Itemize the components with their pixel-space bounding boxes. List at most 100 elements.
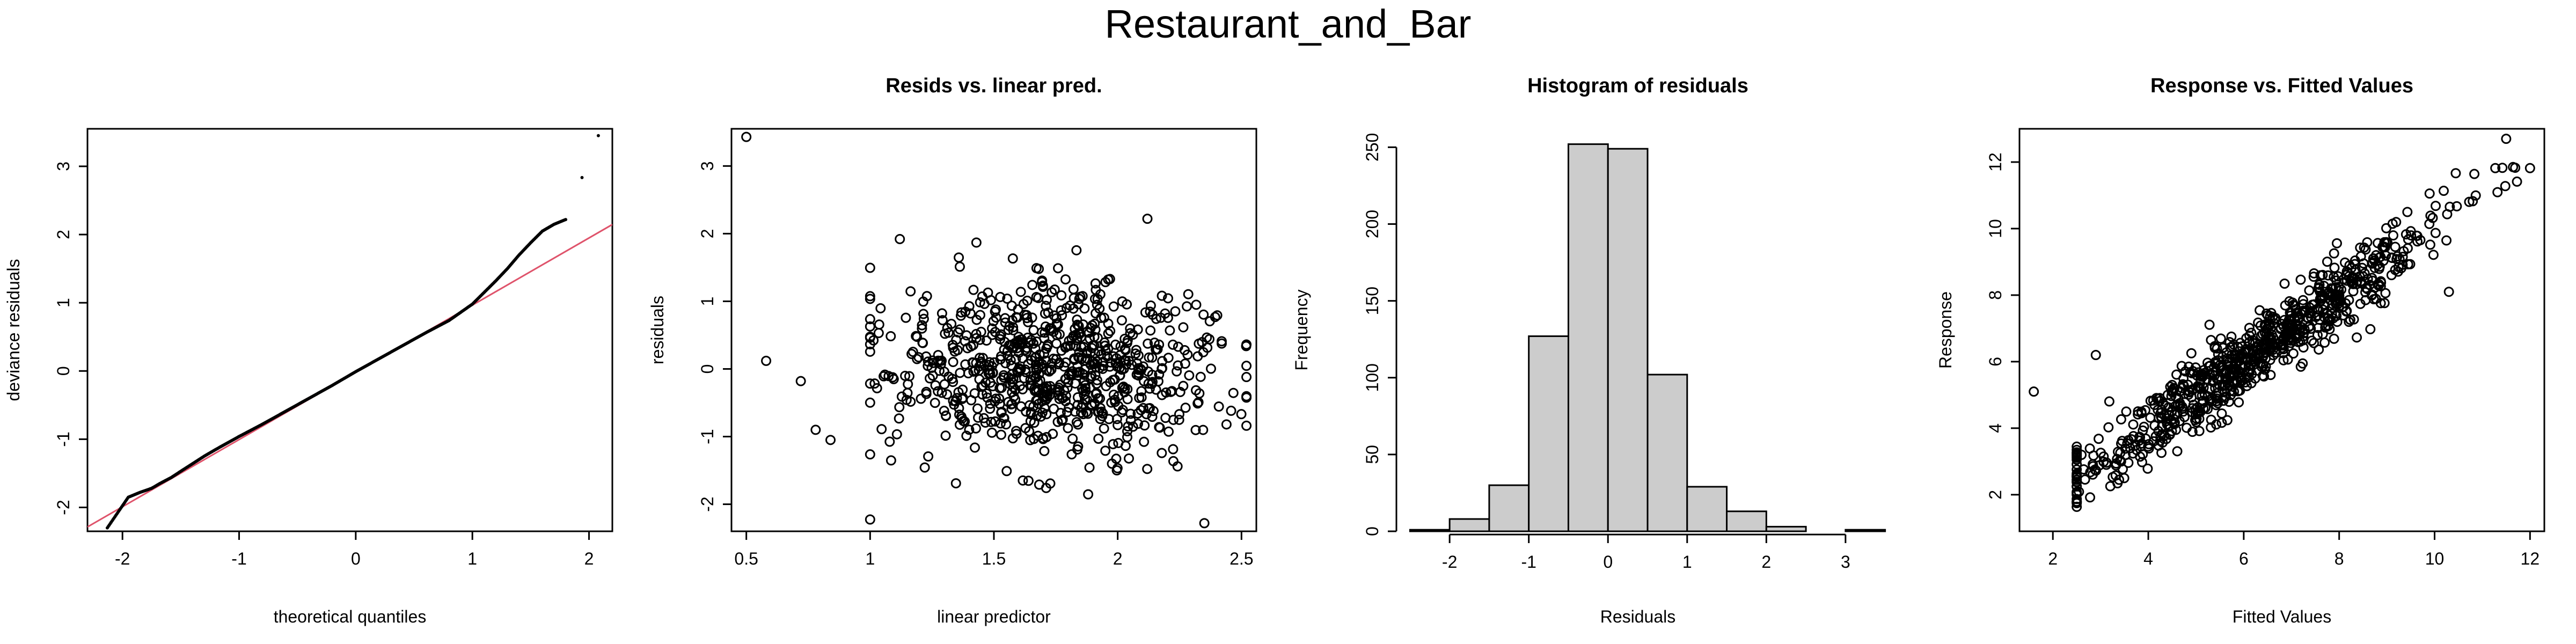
response-vs-fitted-point (2345, 314, 2355, 325)
resids-vs-linear-pred-point (865, 294, 875, 304)
qq-plot-frame (86, 128, 613, 532)
response-vs-fitted-point (2355, 276, 2366, 287)
response-vs-fitted-point (2340, 257, 2351, 268)
response-vs-fitted-point (2084, 443, 2095, 454)
response-vs-fitted-point (2279, 279, 2290, 289)
resids-vs-linear-pred-point (1111, 453, 1122, 464)
resids-vs-linear-pred-point (981, 335, 992, 346)
qq-plot-y-tick-label: 0 (54, 366, 73, 376)
resids-vs-linear-pred-point (1039, 445, 1050, 456)
resids-vs-linear-pred-point (1033, 362, 1044, 373)
response-vs-fitted-point (2292, 324, 2302, 334)
resids-vs-linear-pred-point (978, 413, 989, 423)
response-vs-fitted-point (2191, 417, 2201, 428)
response-vs-fitted-ylabel: Response (1936, 291, 1955, 369)
resids-vs-linear-pred-point (1048, 428, 1058, 439)
resids-vs-linear-pred-point (1226, 405, 1236, 416)
resids-vs-linear-pred-point (1122, 384, 1133, 394)
resids-vs-linear-pred-point (1005, 379, 1016, 390)
histogram-bar (1726, 510, 1767, 532)
response-vs-fitted-point (2464, 196, 2475, 207)
resids-vs-linear-pred-point (1139, 420, 1150, 431)
qq-plot-y-tick-label: 1 (54, 298, 73, 308)
resids-vs-linear-pred-point (795, 376, 806, 386)
resids-vs-linear-pred-point (1046, 358, 1057, 369)
response-vs-fitted-point (2424, 188, 2435, 199)
resids-vs-linear-pred-point (942, 389, 953, 400)
qq-plot-ylabel: deviance residuals (4, 259, 23, 401)
resids-vs-linear-pred-point (1089, 398, 1100, 409)
resids-vs-linear-pred-marks (741, 131, 1252, 529)
response-vs-fitted-point (2329, 333, 2339, 344)
resids-vs-linear-pred-point (885, 455, 896, 466)
resids-vs-linear-pred-point (996, 375, 1007, 385)
resids-vs-linear-pred-point (1057, 310, 1067, 321)
resids-vs-linear-pred-point (1023, 475, 1034, 486)
resids-vs-linear-pred-point (955, 368, 965, 378)
response-vs-fitted-point (2443, 287, 2454, 297)
resids-vs-linear-pred-point (1018, 475, 1028, 486)
resids-vs-linear-pred-point (1017, 384, 1028, 394)
response-vs-fitted-point (2362, 237, 2373, 247)
histogram-x-tick-label: -1 (1521, 552, 1536, 572)
resids-vs-linear-pred-point (1145, 300, 1156, 311)
resids-vs-linear-pred-point (1057, 392, 1067, 403)
histogram-bar (1765, 525, 1807, 532)
resids-vs-linear-pred-point (1138, 402, 1148, 413)
response-vs-fitted-point (2173, 393, 2184, 404)
resids-vs-linear-pred-point (1117, 296, 1128, 307)
response-vs-fitted-point (2204, 319, 2215, 330)
resids-vs-linear-pred-point (1039, 348, 1050, 359)
response-vs-fitted-point (2390, 241, 2401, 252)
resids-vs-linear-pred-point (1178, 380, 1189, 391)
qq-plot-ticks: -2 -1 0 1 2 -2 -1 0 1 2 3 (54, 162, 594, 568)
resids-vs-linear-pred-point (1162, 293, 1173, 304)
resids-vs-linear-pred-point (1133, 368, 1144, 378)
resids-vs-linear-pred-point (1027, 280, 1038, 290)
response-vs-fitted-y-tick-label: 12 (1986, 152, 2005, 172)
resids-vs-linear-pred-point (1120, 441, 1131, 451)
response-vs-fitted-point (2401, 229, 2411, 240)
response-vs-fitted-point (2490, 163, 2501, 173)
resids-vs-linear-pred-point (933, 386, 943, 397)
resids-vs-linear-pred-point (1143, 338, 1153, 349)
response-vs-fitted-point (2387, 218, 2398, 229)
resids-vs-linear-pred-point (1134, 393, 1145, 404)
response-vs-fitted-point (2096, 448, 2106, 458)
resids-vs-linear-pred-point (1099, 423, 1109, 434)
response-vs-fitted-point (2184, 387, 2195, 398)
response-vs-fitted-point (2354, 271, 2365, 282)
resids-vs-linear-pred-point (955, 310, 966, 321)
resids-vs-linear-pred-point (905, 286, 916, 297)
histogram-x-tick-label: 1 (1682, 552, 1692, 572)
response-vs-fitted-point (2169, 383, 2179, 393)
response-vs-fitted-point (2360, 295, 2371, 305)
resids-vs-linear-pred-point (1130, 348, 1141, 359)
response-vs-fitted-x-tick-label: 6 (2239, 549, 2249, 568)
response-vs-fitted-point (2172, 408, 2183, 419)
resids-vs-linear-pred-point (1182, 301, 1192, 312)
resids-vs-linear-pred-point (1070, 406, 1080, 417)
resids-vs-linear-pred-point (1021, 346, 1032, 357)
resids-vs-linear-pred-point (1241, 391, 1252, 401)
response-vs-fitted-point (2206, 335, 2216, 346)
response-vs-fitted-point (2072, 449, 2082, 460)
response-vs-fitted-point (2143, 443, 2154, 454)
qq-plot-x-tick-label: -2 (115, 549, 130, 568)
response-vs-fitted-point (2094, 434, 2104, 444)
resids-vs-linear-pred-point (1030, 371, 1041, 382)
resids-vs-linear-pred-point (761, 355, 772, 366)
resids-vs-linear-pred-point (1031, 364, 1042, 375)
response-vs-fitted-point (2213, 387, 2224, 398)
response-vs-fitted-point (2451, 201, 2462, 211)
resids-vs-linear-pred-point (917, 320, 927, 331)
resids-vs-linear-pred-point (1034, 349, 1045, 360)
response-vs-fitted-point (2425, 239, 2435, 250)
resids-vs-linear-pred-point (911, 331, 921, 341)
resids-vs-linear-pred-point (1241, 361, 1252, 371)
resids-vs-linear-pred-point (876, 424, 887, 435)
resids-vs-linear-pred-point (976, 356, 986, 367)
response-vs-fitted-point (2329, 248, 2339, 259)
resids-vs-linear-pred-point (921, 291, 932, 302)
response-vs-fitted-point (2116, 456, 2126, 467)
